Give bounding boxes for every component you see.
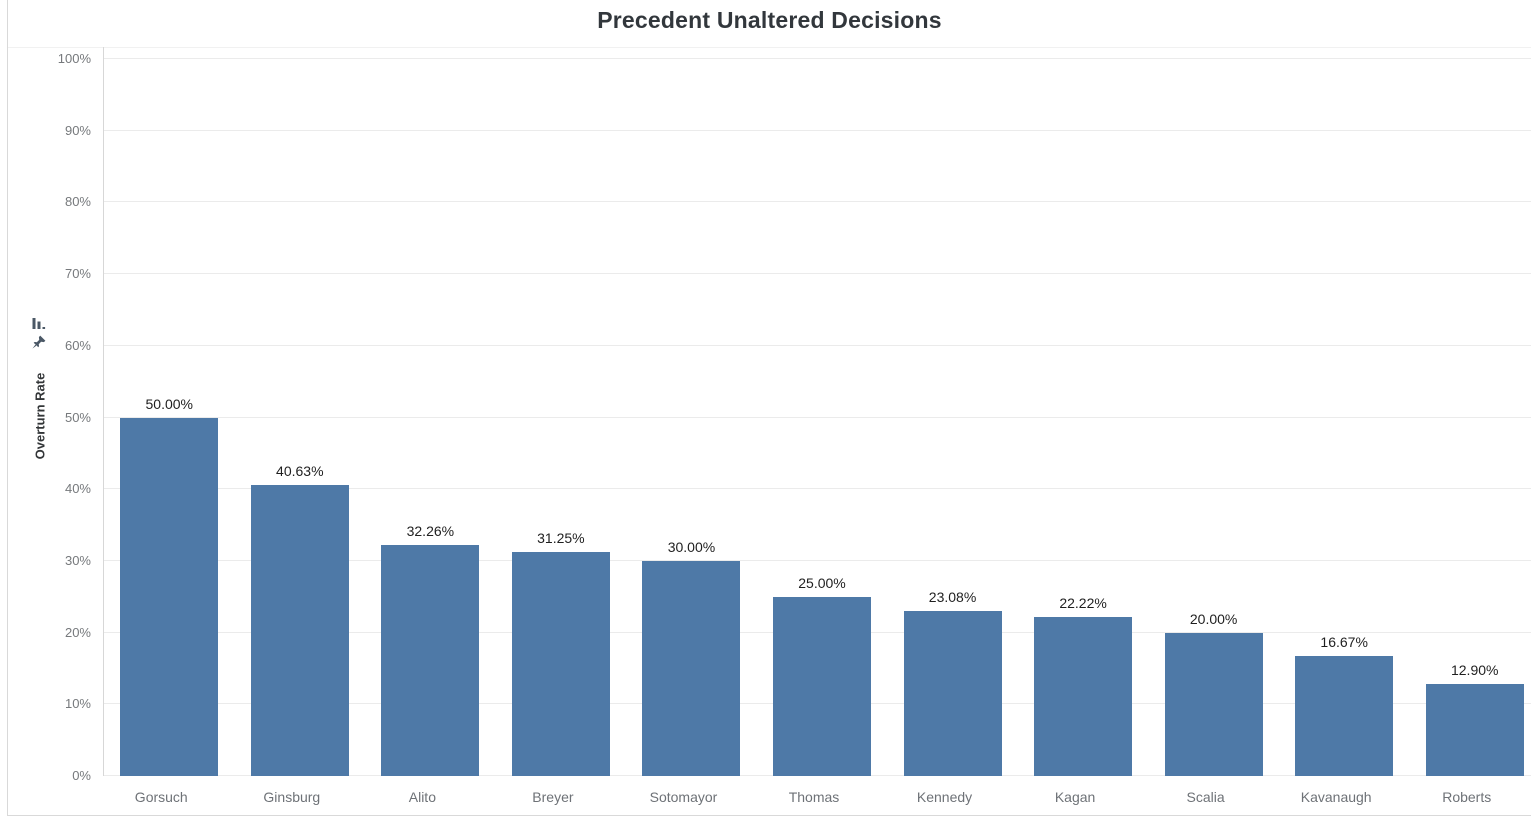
gridline xyxy=(104,344,1531,346)
bar-value-label: 31.25% xyxy=(537,529,585,546)
gridline xyxy=(104,201,1531,203)
bar-value-label: 22.22% xyxy=(1059,594,1107,611)
chart-title: Precedent Unaltered Decisions xyxy=(597,7,942,33)
bar-breyer[interactable] xyxy=(511,551,610,776)
bar-value-label: 23.08% xyxy=(928,588,977,605)
x-axis-label-gorsuch: Gorsuch xyxy=(134,789,188,805)
bar-value-label: 50.00% xyxy=(145,395,194,412)
pin-axis-icon[interactable] xyxy=(32,335,46,349)
x-axis-label-breyer: Breyer xyxy=(532,789,574,805)
bar-slot: 50.00% xyxy=(104,47,235,776)
gridline xyxy=(104,129,1531,131)
y-axis-tick-label: 60% xyxy=(64,337,91,353)
bar-slot: 20.00% xyxy=(1148,47,1279,776)
y-axis-tick-label: 20% xyxy=(64,624,91,640)
bar-value-label: 20.00% xyxy=(1189,610,1238,627)
bar-thomas[interactable] xyxy=(772,596,871,776)
bar-kennedy[interactable] xyxy=(903,610,1002,776)
y-axis-tick-label: 0% xyxy=(72,768,91,783)
bar-slot: 23.08% xyxy=(887,47,1018,776)
x-axis-label-scalia: Scalia xyxy=(1186,789,1225,805)
y-axis-tick-label: 50% xyxy=(64,409,91,425)
bar-value-label: 40.63% xyxy=(276,462,324,479)
y-axis-tick-label: 30% xyxy=(64,552,91,568)
y-axis-tick-label: 70% xyxy=(64,266,91,282)
y-axis-tick-label: 100% xyxy=(57,51,91,66)
y-axis-controls xyxy=(32,317,50,349)
y-axis-tick-label: 10% xyxy=(64,696,91,712)
plot-area: 50.00% 40.63% 32.26% 31.25% 30.00% 25.00% 23.0… xyxy=(103,47,1531,776)
gridline xyxy=(104,273,1531,275)
bar-slot: 16.67% xyxy=(1279,47,1410,776)
bar-value-label: 16.67% xyxy=(1320,634,1368,651)
x-axis-label-roberts: Roberts xyxy=(1442,789,1492,805)
bar-slot: 12.90% xyxy=(1409,47,1531,776)
x-axis-label-sotomayor: Sotomayor xyxy=(649,789,718,805)
bar-slot: 32.26% xyxy=(365,47,496,776)
y-axis-tick-label: 80% xyxy=(64,194,91,210)
bar-kagan[interactable] xyxy=(1034,616,1133,776)
bar-slot: 22.22% xyxy=(1018,47,1149,776)
gridline xyxy=(104,559,1531,561)
x-axis-label-kagan: Kagan xyxy=(1054,789,1096,805)
bar-slot: 30.00% xyxy=(626,47,757,776)
x-axis-label-thomas: Thomas xyxy=(788,789,840,805)
x-axis-label-alito: Alito xyxy=(408,789,436,805)
bar-value-label: 32.26% xyxy=(406,522,455,539)
x-axis-label-kavanaugh: Kavanaugh xyxy=(1300,789,1372,805)
bar-gorsuch[interactable] xyxy=(120,417,219,776)
x-axis-label-ginsburg: Ginsburg xyxy=(263,789,321,805)
title-divider xyxy=(8,47,1531,48)
bar-slot: 31.25% xyxy=(496,47,627,776)
bar-slot: 25.00% xyxy=(757,47,888,776)
gridline xyxy=(104,58,1531,59)
bar-kavanaugh[interactable] xyxy=(1295,656,1394,776)
bar-ginsburg[interactable] xyxy=(250,484,349,776)
bar-slot: 40.63% xyxy=(235,47,366,776)
chart-card: Precedent Unaltered Decisions Overturn R… xyxy=(7,0,1531,816)
y-axis-tick-label: 40% xyxy=(64,481,91,497)
bar-roberts[interactable] xyxy=(1425,683,1524,776)
sort-descending-icon[interactable] xyxy=(32,317,46,330)
x-axis-label-kennedy: Kennedy xyxy=(916,789,973,805)
gridline xyxy=(104,416,1531,418)
bar-scalia[interactable] xyxy=(1164,632,1263,776)
bar-value-label: 12.90% xyxy=(1450,661,1499,678)
bar-value-label: 25.00% xyxy=(798,574,846,591)
bar-alito[interactable] xyxy=(381,544,480,776)
gridline xyxy=(104,488,1531,490)
bar-value-label: 30.00% xyxy=(667,538,716,555)
y-axis-tick-label: 90% xyxy=(64,122,91,138)
bar-sotomayor[interactable] xyxy=(642,560,741,776)
